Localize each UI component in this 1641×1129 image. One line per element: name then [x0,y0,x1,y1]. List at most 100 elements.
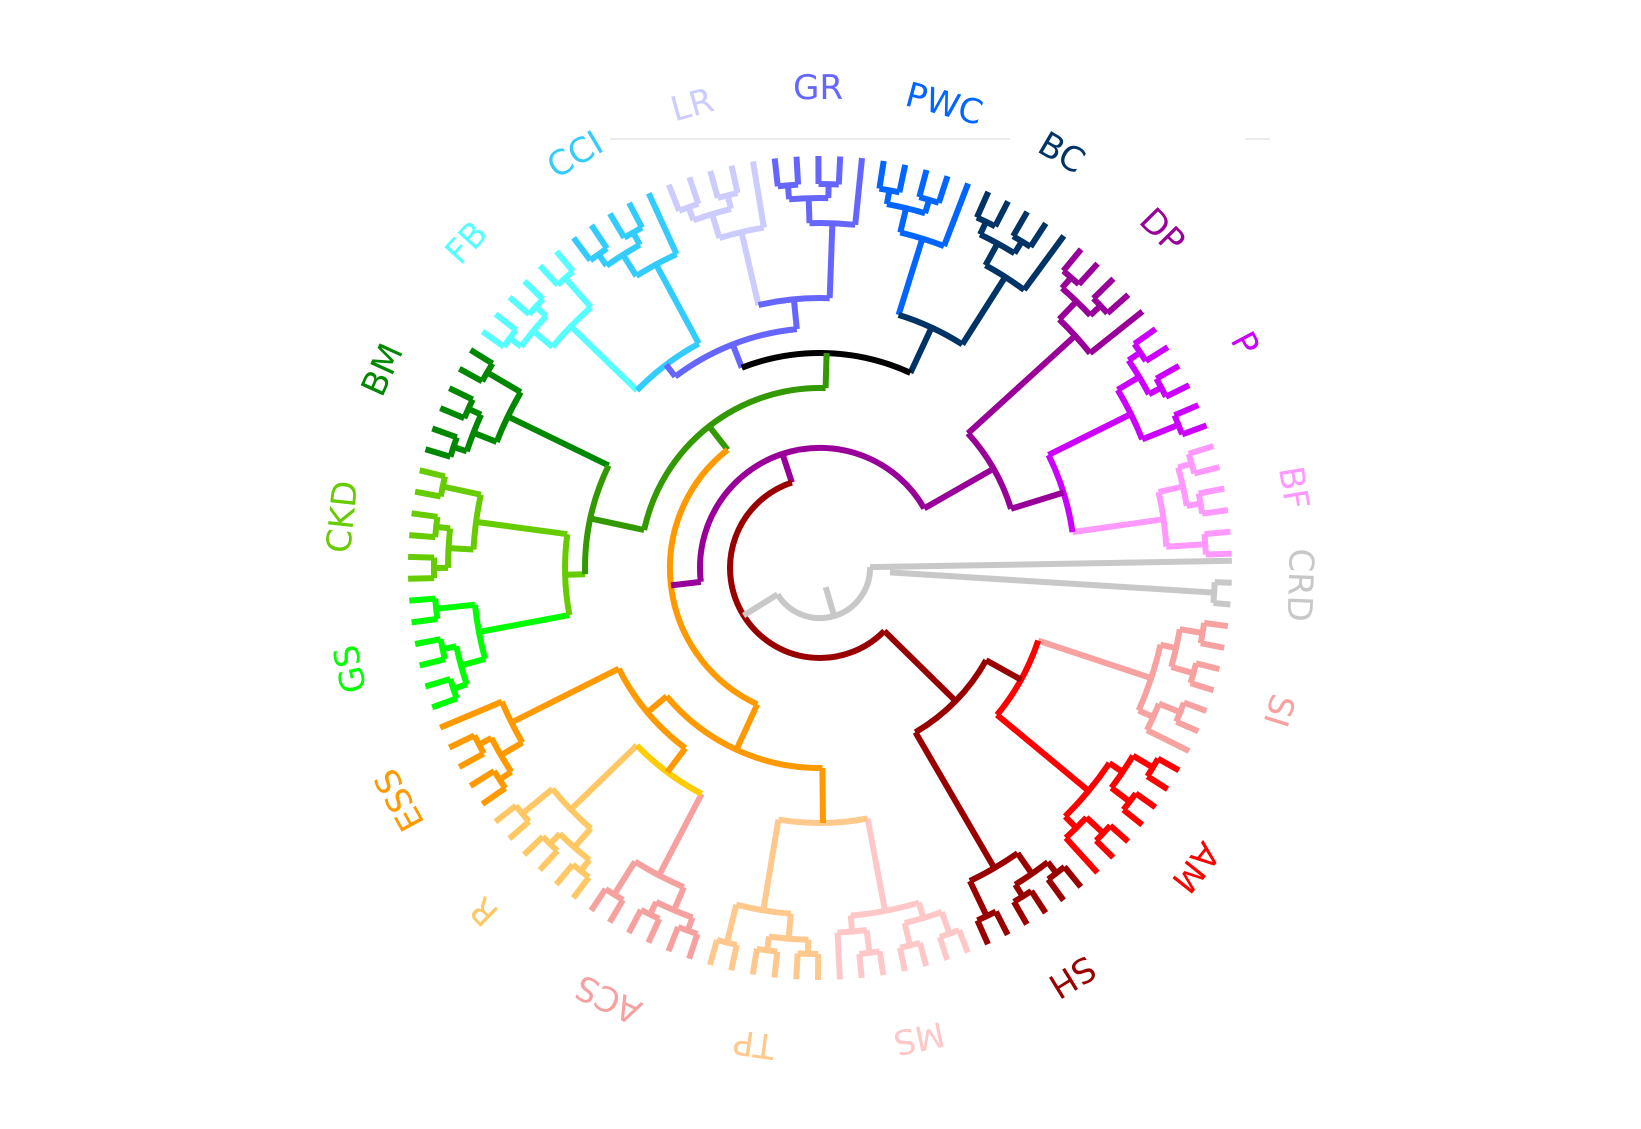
branch-p [1134,329,1155,344]
branch-ms-tp [763,820,778,911]
branch-ckd [408,578,434,579]
branch-si [1180,629,1203,633]
branch-gr [839,157,840,185]
branch-am [1123,810,1142,825]
branch-sh [1014,902,1027,925]
branch-bm [471,350,493,364]
branch-sh [1018,853,1032,874]
branch-am [1136,793,1156,807]
branch-pwc [899,165,905,192]
branch-gs [420,659,445,665]
branch-tp [796,953,798,979]
branch-si [1204,623,1228,626]
branch-ms-tp [868,819,886,911]
branch-dp [1079,264,1098,285]
branch-r [540,851,558,870]
branch-lr-gr [830,223,833,298]
branch-am [1111,788,1129,802]
branch-sh [1064,867,1080,887]
branch-root [778,567,871,618]
branch-p [1182,425,1206,434]
branch-r [581,860,590,871]
branch-r [522,789,552,814]
branch-blue-group [666,365,675,377]
branch-ess [449,735,474,747]
branch-gs [436,605,475,609]
branch-ms [940,937,947,960]
branch-acs [650,902,656,915]
branch-ckd [420,470,445,476]
branch-bf [1202,510,1228,514]
cluster-label-acs: ACS [569,966,648,1032]
branch-dp [1062,278,1071,289]
branch-left-group [644,388,826,530]
branch-ess [459,754,484,768]
branch-acs-r [659,794,702,876]
branch-acs [669,927,679,951]
branch-acs [629,910,641,933]
branch-bm [440,408,464,418]
branch-bc [1031,223,1046,246]
branch-r [574,829,591,848]
branch-bc [980,222,986,235]
branch-acs [614,862,635,895]
branch-bm [449,388,472,399]
branch-pwc [879,161,883,189]
cluster-label-am: AM [1163,834,1227,900]
branch-ess [440,702,502,728]
branch-si-am [997,715,1089,791]
branch-gs [409,599,435,601]
branch-sh [1048,862,1057,873]
branch-gs-ckd [476,522,567,534]
branch-orange-left [670,450,757,705]
branch-gr [775,159,778,187]
branch-top-group [733,344,742,367]
branch-gs [425,679,450,687]
branch-ess-group [667,748,685,772]
branch-fb-cci [571,326,637,390]
branch-cci [629,203,642,228]
branch-fb [556,251,573,271]
branch-bc [986,243,998,265]
branch-orange-group [822,768,823,823]
branch-ess-group [512,669,619,723]
branch-top-group [910,328,931,373]
branch-gs [432,699,457,708]
branch-bf [1199,489,1225,494]
branch-ess [501,743,523,756]
branch-sh [996,912,1008,935]
branch-si [1201,643,1225,648]
branch-tp [789,914,791,939]
branch-lr [669,185,679,211]
branch-p-bf [1073,519,1164,532]
branch-sh [1031,891,1045,913]
branch-si-am [1038,641,1151,679]
cluster-label-gs: GS [326,641,375,696]
branch-si [1191,683,1214,690]
branch-p [1166,385,1189,397]
branch-fb [510,297,530,314]
branch-ckd [409,535,435,537]
cluster-label-bm: BM [354,338,412,402]
branch-bm [426,449,451,457]
branch-dp [1063,249,1081,271]
branch-ckd [436,527,450,529]
branch-lr [689,177,698,204]
cluster-label-sh: SH [1041,947,1102,1006]
branch-pwc [939,176,948,203]
branch-am [1065,817,1076,828]
branch-fb-cci [656,264,699,343]
branch-tp [753,949,757,975]
branch-ms [859,954,861,978]
branch-gr [855,158,862,225]
branch-fb [533,331,552,347]
branch-ess [482,788,505,804]
cluster-label-bf: BF [1270,463,1317,512]
cluster-label-lr: LR [666,80,718,130]
branch-pwc [944,184,968,247]
branch-ms [838,933,840,980]
branch-ess [470,771,494,786]
branch-acs [648,919,659,943]
